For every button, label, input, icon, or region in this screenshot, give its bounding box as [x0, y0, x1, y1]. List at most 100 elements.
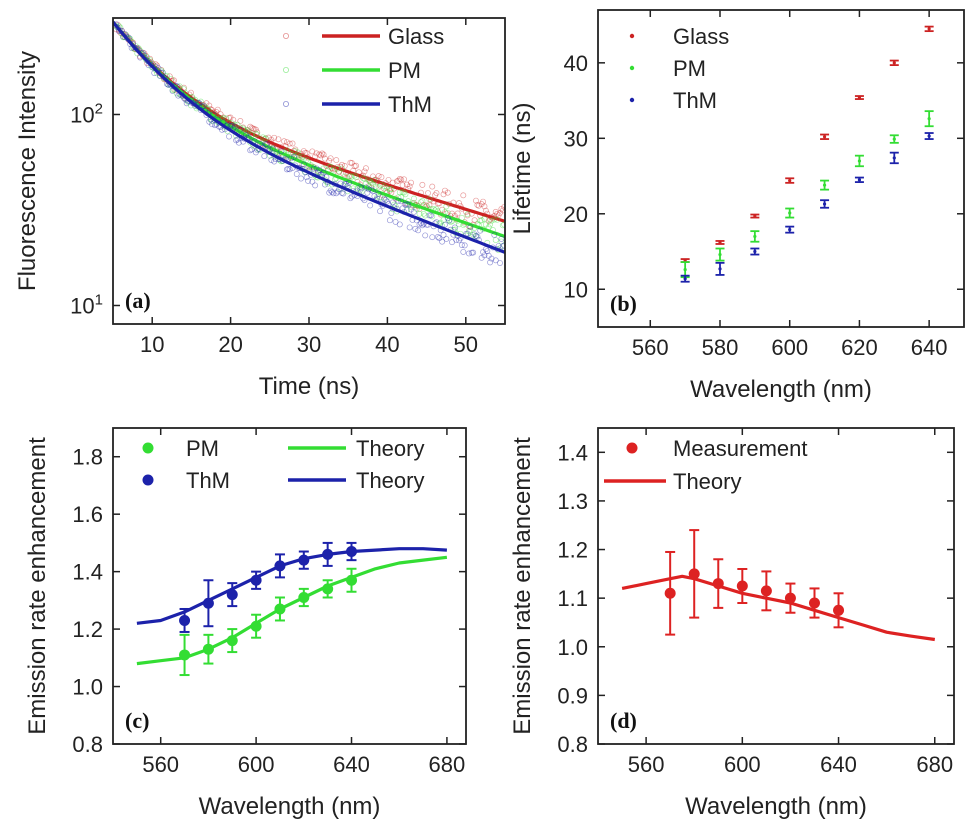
data-point — [371, 177, 378, 184]
data-point — [283, 139, 290, 146]
data-point — [347, 195, 354, 202]
series-glass — [113, 20, 505, 230]
data-point — [237, 126, 244, 133]
data-point — [319, 150, 326, 157]
y-tick-label: 20 — [564, 202, 588, 227]
data-point — [465, 227, 472, 234]
x-tick-label: 680 — [429, 752, 466, 777]
data-point — [250, 620, 262, 632]
legend-marker — [626, 442, 638, 454]
data-point — [226, 133, 232, 140]
data-point — [362, 184, 369, 191]
data-point — [231, 123, 238, 130]
data-point — [322, 583, 334, 595]
data-point — [498, 235, 505, 242]
legend: Measurement Theory — [604, 436, 808, 494]
data-point — [320, 151, 327, 158]
legend-label: PM — [673, 56, 706, 81]
data-point — [226, 635, 238, 647]
data-point — [892, 156, 896, 160]
y-tick-label: 1.0 — [557, 635, 588, 660]
data-point — [433, 190, 440, 197]
data-point — [384, 184, 391, 191]
data-point — [341, 163, 348, 169]
data-point — [485, 218, 492, 224]
data-point — [293, 152, 300, 159]
data-point — [402, 201, 409, 208]
data-point — [316, 151, 323, 158]
data-point — [416, 221, 423, 228]
data-point — [327, 187, 334, 194]
legend-label: PM — [388, 58, 421, 83]
data-point — [329, 189, 335, 195]
data-point — [788, 178, 792, 183]
data-point — [788, 211, 792, 215]
data-point — [309, 178, 316, 185]
x-axis-title: Wavelength (nm) — [690, 376, 872, 403]
legend-marker — [282, 101, 289, 108]
data-point — [388, 186, 395, 193]
data-point — [251, 126, 258, 133]
legend-label: Theory — [356, 436, 424, 461]
panel-label: (a) — [125, 288, 151, 313]
data-point — [688, 568, 700, 580]
data-point — [499, 222, 505, 229]
data-point — [481, 216, 488, 222]
data-point — [310, 165, 317, 172]
x-tick-label: 580 — [702, 335, 739, 360]
data-point — [498, 205, 505, 212]
data-point — [857, 178, 862, 182]
y-tick-label: 1.0 — [72, 675, 103, 700]
y-axis-title: Emission rate enhancement — [24, 437, 51, 735]
legend: Glass PM ThM — [629, 24, 729, 113]
data-point — [131, 44, 138, 51]
data-point — [346, 546, 358, 558]
y-tick-label: 1.2 — [72, 617, 103, 642]
x-axis-title: Wavelength (nm) — [199, 793, 381, 820]
data-point — [468, 249, 475, 256]
data-point — [398, 176, 405, 183]
data-point — [370, 188, 376, 195]
data-point — [283, 147, 290, 154]
data-point — [367, 179, 374, 185]
data-point — [290, 154, 297, 160]
data-point — [481, 203, 488, 210]
data-point — [252, 126, 259, 133]
y-tick-label: 1.4 — [557, 440, 588, 465]
y-tick-label: 1.8 — [72, 445, 103, 470]
x-tick-label: 40 — [375, 332, 399, 357]
data-point — [405, 201, 412, 208]
data-point — [406, 183, 413, 190]
data-point — [300, 148, 307, 155]
data-point — [202, 643, 214, 655]
data-point — [385, 176, 392, 183]
data-point — [473, 197, 479, 204]
legend-marker — [282, 67, 289, 74]
data-point — [736, 580, 748, 592]
legend-label: PM — [186, 436, 219, 461]
y-tick-label: 101 — [70, 291, 103, 318]
data-point — [475, 202, 482, 209]
data-point — [927, 27, 931, 31]
data-point — [412, 225, 419, 232]
data-point — [478, 201, 485, 208]
data-point — [262, 135, 269, 142]
data-point — [254, 131, 261, 138]
data-point — [214, 106, 221, 113]
data-point — [368, 186, 375, 193]
data-point — [439, 206, 446, 213]
data-point — [333, 190, 340, 197]
data-point — [361, 168, 368, 175]
data-point — [487, 221, 494, 228]
data-point — [362, 165, 369, 172]
data-point — [470, 249, 477, 256]
y-tick-label: 102 — [70, 100, 103, 127]
series-pm — [680, 110, 934, 279]
data-point — [470, 231, 477, 238]
x-axis-title: Time (ns) — [259, 373, 359, 400]
plot-area — [113, 20, 505, 266]
data-point — [261, 153, 268, 160]
legend-marker — [629, 33, 635, 39]
data-point — [753, 249, 757, 254]
data-point — [317, 152, 324, 159]
